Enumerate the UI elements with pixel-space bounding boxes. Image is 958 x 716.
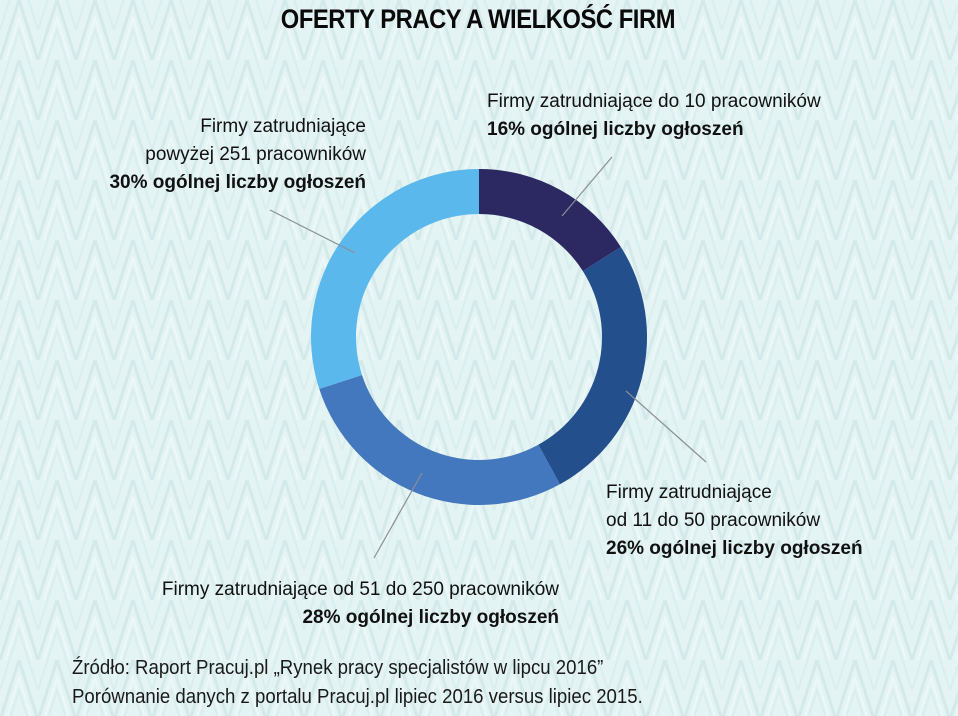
label-11-50-percentage: 26% ogólnej liczby ogłoszeń — [606, 538, 863, 559]
source-line-1: Źródło: Raport Pracuj.pl „Rynek pracy sp… — [72, 657, 604, 679]
label-upto-10-percentage: 16% ogólnej liczby ogłoszeń — [487, 119, 744, 140]
source-note: Źródło: Raport Pracuj.pl „Rynek pracy sp… — [72, 654, 643, 712]
label-251-plus-employees: Firmy zatrudniające powyżej 251 pracowni… — [40, 113, 366, 197]
chart-title: OFERTY PRACY A WIELKOŚĆ FIRM — [280, 4, 676, 34]
leader-lines — [269, 156, 707, 559]
leader-line-11-50 — [625, 390, 707, 463]
leader-line-upto-10 — [561, 156, 613, 217]
label-upto-10-employees: Firmy zatrudniające do 10 pracowników 16… — [487, 88, 821, 144]
label-51-250-percentage: 28% ogólnej liczby ogłoszeń — [302, 607, 559, 628]
label-251-plus-category-line1: Firmy zatrudniające — [200, 116, 366, 137]
label-upto-10-category: Firmy zatrudniające do 10 pracowników — [487, 91, 821, 112]
donut-segment-11-50 — [538, 246, 647, 485]
leader-line-251-plus — [269, 209, 356, 254]
leader-line-51-250 — [373, 472, 423, 559]
source-line-2: Porównanie danych z portalu Pracuj.pl li… — [72, 686, 643, 708]
donut-segments — [310, 169, 647, 505]
label-11-50-category-line1: Firmy zatrudniające — [606, 482, 772, 503]
donut-segment-51-250 — [319, 375, 560, 505]
label-251-plus-category-line2: powyżej 251 pracowników — [145, 144, 366, 165]
label-11-50-category-line2: od 11 do 50 pracowników — [606, 510, 821, 531]
label-51-250-employees: Firmy zatrudniające od 51 do 250 pracown… — [80, 576, 559, 632]
label-51-250-category: Firmy zatrudniające od 51 do 250 pracown… — [161, 579, 559, 600]
donut-segment-251-plus — [310, 169, 479, 389]
donut-segment-upto-10 — [479, 169, 621, 272]
label-251-plus-percentage: 30% ogólnej liczby ogłoszeń — [109, 172, 366, 193]
label-11-50-employees: Firmy zatrudniające od 11 do 50 pracowni… — [606, 479, 863, 563]
